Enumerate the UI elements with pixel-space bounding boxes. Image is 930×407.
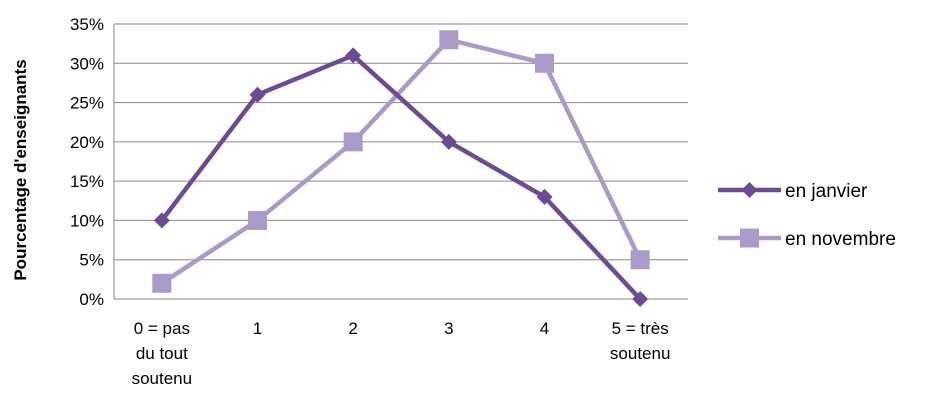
series-line <box>160 37 643 286</box>
data-point <box>153 212 170 229</box>
series-1 <box>152 30 650 293</box>
data-point <box>248 210 267 230</box>
series-lines <box>152 30 650 307</box>
legend: en janvier en novembre <box>718 181 896 250</box>
x-tick-label-line: 1 <box>253 319 262 338</box>
x-tick-label-line: 4 <box>540 319 549 338</box>
y-tick-label: 10% <box>70 211 104 230</box>
y-axis-label: Pourcentage d'enseignants <box>11 59 30 280</box>
legend-label: en janvier <box>785 181 868 202</box>
y-tick-label: 5% <box>79 251 104 270</box>
data-point <box>630 250 650 270</box>
y-tick-label: 35% <box>70 15 104 34</box>
data-point <box>345 47 362 64</box>
x-tick-label-line: 2 <box>348 319 357 338</box>
y-tick-label: 15% <box>70 172 104 191</box>
x-tick-label: 1 <box>253 319 262 338</box>
data-point <box>343 132 363 152</box>
y-axis-tick-labels: 0% 5% 10% 15% 20% 25% 30% 35% <box>70 15 104 309</box>
data-point <box>152 273 172 293</box>
gridlines <box>113 23 688 300</box>
data-point <box>439 30 459 50</box>
x-axis-tick-labels: 0 = pas du tout soutenu 1 2 3 4 5 = très soutenu <box>132 319 671 388</box>
data-point <box>249 86 266 103</box>
y-tick-label: 30% <box>70 54 104 73</box>
x-tick-label-line: 5 = très <box>612 319 669 338</box>
x-tick-label: 5 = très soutenu <box>610 319 671 363</box>
y-tick-label: 0% <box>79 290 104 309</box>
legend-item: en novembre <box>718 228 896 250</box>
x-tick-label-line: soutenu <box>610 344 671 363</box>
x-tick-label-line: du tout <box>136 344 188 363</box>
x-tick-label: 4 <box>540 319 549 338</box>
legend-swatch-marker <box>740 228 759 248</box>
series-line <box>160 53 642 301</box>
data-point <box>632 291 649 307</box>
data-point <box>536 188 553 205</box>
legend-item: en janvier <box>718 181 868 202</box>
x-tick-label: 2 <box>348 319 357 338</box>
x-tick-label-line: 3 <box>444 319 453 338</box>
y-tick-label: 20% <box>70 133 104 152</box>
x-tick-label-line: 0 = pas <box>134 319 190 338</box>
x-tick-label: 3 <box>444 319 453 338</box>
legend-swatch-marker <box>741 182 758 198</box>
x-tick-label-line: soutenu <box>132 369 193 388</box>
x-tick-label: 0 = pas du tout soutenu <box>132 319 193 388</box>
data-point <box>535 53 554 73</box>
y-tick-label: 25% <box>70 94 104 113</box>
series-0 <box>153 47 649 307</box>
data-point <box>440 133 457 150</box>
legend-label: en novembre <box>785 229 896 250</box>
